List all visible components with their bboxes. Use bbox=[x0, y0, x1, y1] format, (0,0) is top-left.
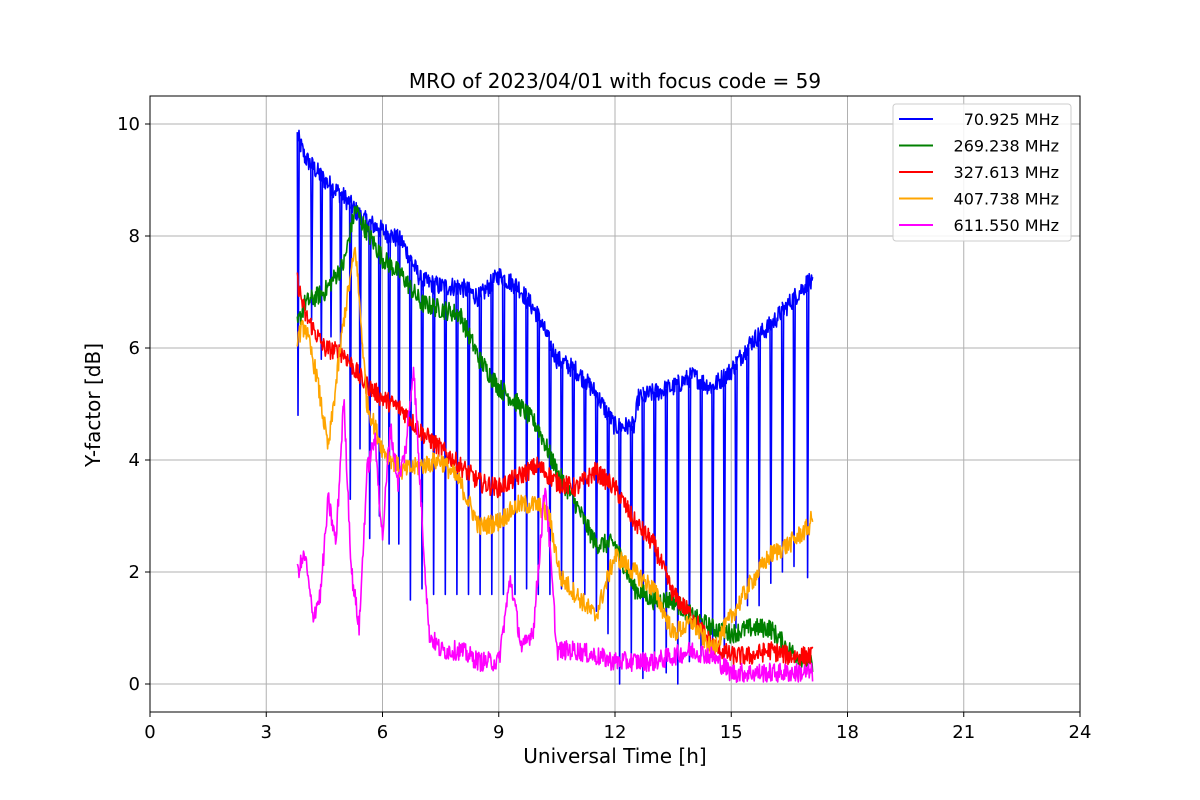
x-tick-label: 0 bbox=[144, 722, 155, 743]
y-tick-label: 2 bbox=[129, 562, 140, 583]
legend-box bbox=[892, 103, 1072, 242]
y-axis-label: Y-factor [dB] bbox=[81, 343, 105, 468]
x-axis-ticks: 0 3 6 9 12 15 18 21 24 bbox=[144, 712, 1091, 743]
y-tick-label: 4 bbox=[129, 450, 140, 471]
y-tick-label: 8 bbox=[129, 226, 140, 247]
series-line bbox=[296, 272, 814, 667]
x-tick-label: 21 bbox=[952, 722, 975, 743]
y-axis-ticks: 0 2 4 6 8 10 bbox=[117, 114, 150, 695]
y-tick-label: 10 bbox=[117, 114, 140, 135]
x-tick-label: 9 bbox=[493, 722, 504, 743]
plot-series bbox=[296, 129, 814, 685]
series-line bbox=[296, 205, 814, 672]
x-tick-label: 6 bbox=[377, 722, 388, 743]
legend-label: 407.738 MHz bbox=[954, 190, 1059, 209]
x-tick-label: 12 bbox=[604, 722, 627, 743]
x-tick-label: 18 bbox=[836, 722, 859, 743]
legend-label: 327.613 MHz bbox=[954, 163, 1059, 182]
legend-label: 70.925 MHz bbox=[964, 110, 1059, 129]
series-line bbox=[296, 129, 814, 685]
y-tick-label: 6 bbox=[129, 338, 140, 359]
x-tick-label: 15 bbox=[720, 722, 743, 743]
chart-title: MRO of 2023/04/01 with focus code = 59 bbox=[409, 69, 821, 93]
x-axis-label: Universal Time [h] bbox=[523, 744, 706, 768]
legend-label: 269.238 MHz bbox=[954, 137, 1059, 156]
series-line bbox=[296, 366, 814, 683]
x-tick-label: 3 bbox=[261, 722, 272, 743]
series-line bbox=[296, 246, 814, 658]
x-tick-label: 24 bbox=[1069, 722, 1092, 743]
legend-label: 611.550 MHz bbox=[954, 216, 1059, 235]
legend: 70.925 MHz 269.238 MHz 327.613 MHz 407.738 … bbox=[892, 103, 1072, 242]
y-tick-label: 0 bbox=[129, 674, 140, 695]
